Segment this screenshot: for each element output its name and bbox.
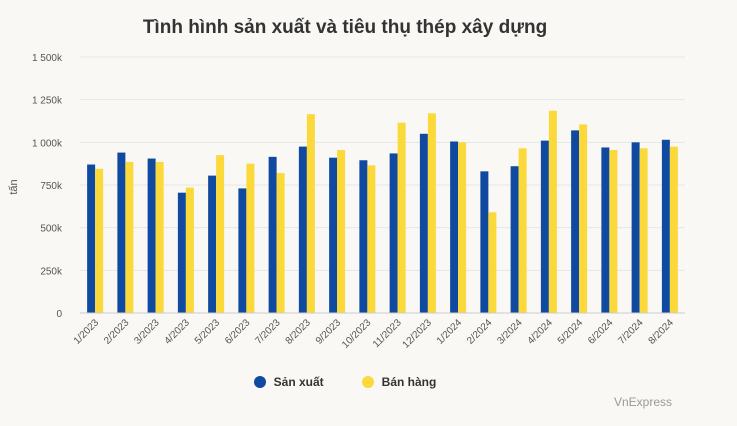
x-tick-label: 7/2024 [616, 317, 646, 347]
x-tick-label: 5/2024 [556, 317, 586, 347]
x-tick-label: 1/2023 [72, 317, 102, 347]
chart-title: Tình hình sản xuất và tiêu thụ thép xây … [142, 17, 548, 38]
x-tick-label: 2/2024 [465, 317, 495, 347]
bar-ban-hang-7-2023[interactable] [276, 173, 285, 313]
bar-san-xuat-5-2023[interactable] [208, 175, 217, 313]
legend-label-ban-hang: Bán hàng [381, 375, 437, 389]
y-tick-label: 250k [40, 266, 63, 277]
bar-san-xuat-2-2024[interactable] [480, 171, 489, 313]
bar-san-xuat-11-2023[interactable] [389, 153, 398, 313]
y-tick-label: 750k [40, 181, 63, 192]
bar-san-xuat-12-2023[interactable] [419, 133, 428, 313]
y-tick-label: 1 250k [32, 96, 63, 107]
bar-san-xuat-9-2023[interactable] [329, 157, 338, 313]
x-axis-ticks: 1/2023 2/2023 3/2023 4/2023 5/2023 6/2023 7/20… [72, 317, 676, 351]
bar-san-xuat-3-2024[interactable] [510, 166, 519, 313]
bar-ban-hang-5-2024[interactable] [579, 124, 588, 313]
bar-san-xuat-6-2024[interactable] [601, 147, 610, 313]
bar-ban-hang-5-2023[interactable] [216, 155, 225, 313]
bar-san-xuat-7-2024[interactable] [631, 142, 640, 313]
x-tick-label: 11/2023 [371, 317, 404, 350]
legend-marker-ban-hang [361, 376, 374, 388]
bars [87, 110, 678, 313]
bar-ban-hang-4-2024[interactable] [548, 110, 557, 313]
x-tick-label: 3/2024 [495, 317, 525, 347]
y-axis-label: tấn [8, 179, 20, 194]
bar-san-xuat-3-2023[interactable] [147, 158, 156, 313]
legend: Sản xuất Bán hàng [0, 375, 690, 389]
x-tick-label: 6/2024 [586, 317, 616, 347]
x-tick-label: 4/2023 [163, 317, 193, 347]
bar-ban-hang-8-2024[interactable] [669, 146, 678, 313]
x-tick-label: 7/2023 [253, 317, 283, 347]
y-axis-ticks: 0 250k 500k 750k 1 000k 1 250k 1 500k [32, 53, 63, 320]
x-tick-label: 5/2023 [193, 317, 223, 347]
x-tick-label: 9/2023 [314, 317, 344, 347]
bar-ban-hang-3-2023[interactable] [155, 161, 164, 313]
bar-san-xuat-5-2024[interactable] [571, 130, 580, 313]
legend-item-ban-hang[interactable]: Bán hàng [361, 375, 437, 389]
bar-ban-hang-7-2024[interactable] [639, 148, 648, 313]
x-tick-label: 1/2024 [435, 317, 465, 347]
bar-ban-hang-2-2024[interactable] [488, 212, 497, 313]
bar-ban-hang-6-2023[interactable] [246, 163, 255, 313]
bar-ban-hang-6-2024[interactable] [609, 150, 618, 313]
source-credit: VnExpress [613, 395, 672, 409]
gridlines [80, 56, 685, 314]
bar-ban-hang-9-2023[interactable] [337, 150, 346, 313]
y-tick-label: 1 500k [32, 53, 63, 64]
x-tick-label: 3/2023 [132, 317, 162, 347]
bar-ban-hang-2-2023[interactable] [125, 161, 134, 313]
bar-san-xuat-4-2023[interactable] [177, 192, 186, 313]
legend-item-san-xuat[interactable]: Sản xuất [253, 375, 324, 389]
bar-san-xuat-6-2023[interactable] [238, 188, 247, 313]
y-tick-label: 1 000k [32, 138, 63, 149]
bar-san-xuat-4-2024[interactable] [540, 140, 549, 313]
bar-san-xuat-2-2023[interactable] [117, 152, 126, 313]
bar-san-xuat-8-2023[interactable] [298, 146, 307, 313]
x-tick-label: 8/2024 [647, 317, 677, 347]
bar-san-xuat-10-2023[interactable] [359, 160, 368, 313]
bar-ban-hang-8-2023[interactable] [306, 114, 315, 313]
bar-san-xuat-8-2024[interactable] [661, 139, 670, 313]
y-tick-label: 0 [56, 309, 62, 320]
bar-ban-hang-1-2023[interactable] [95, 168, 104, 313]
y-tick-label: 500k [40, 224, 63, 235]
x-tick-label: 12/2023 [401, 317, 435, 351]
bar-ban-hang-12-2023[interactable] [427, 113, 436, 313]
x-tick-label: 2/2023 [102, 317, 132, 347]
bar-ban-hang-3-2024[interactable] [518, 148, 527, 313]
bar-ban-hang-4-2023[interactable] [185, 187, 194, 313]
bar-san-xuat-1-2023[interactable] [87, 164, 96, 313]
bar-ban-hang-11-2023[interactable] [397, 122, 406, 313]
legend-marker-san-xuat [253, 376, 266, 388]
x-tick-label: 6/2023 [223, 317, 253, 347]
x-tick-label: 4/2024 [526, 317, 556, 347]
bar-san-xuat-1-2024[interactable] [450, 141, 459, 313]
bar-ban-hang-10-2023[interactable] [367, 165, 376, 313]
bar-ban-hang-1-2024[interactable] [458, 142, 467, 313]
x-tick-label: 8/2023 [284, 317, 314, 347]
x-tick-label: 10/2023 [340, 317, 374, 351]
bar-san-xuat-7-2023[interactable] [268, 156, 277, 313]
legend-label-san-xuat: Sản xuất [273, 375, 324, 389]
